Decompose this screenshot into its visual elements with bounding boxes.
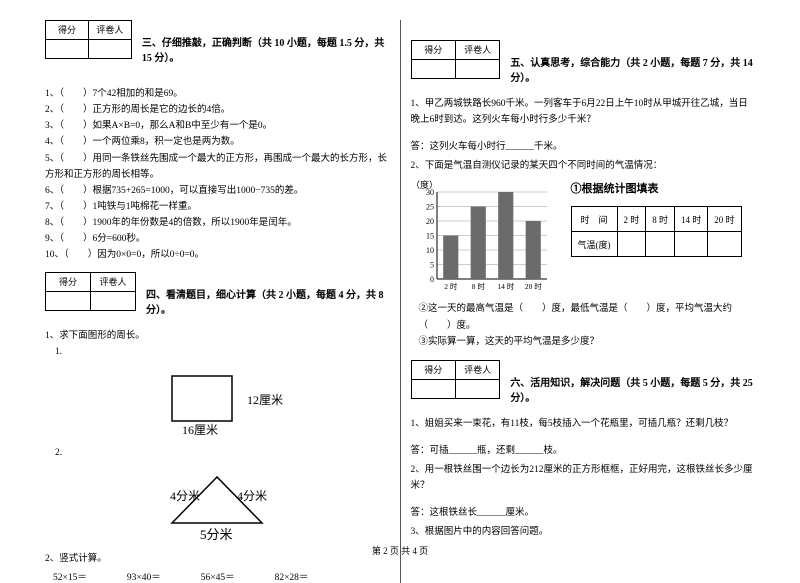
s4-q1: 1、求下面图形的周长。 bbox=[45, 328, 390, 344]
svg-text:5: 5 bbox=[430, 261, 434, 270]
table-col-3: 14 时 bbox=[675, 207, 708, 232]
score-table-4: 得分 评卷人 bbox=[45, 272, 136, 311]
score-table-5: 得分 评卷人 bbox=[411, 40, 501, 79]
table-col-2: 8 时 bbox=[646, 207, 675, 232]
s6-q2: 2、用一根铁丝围一个边长为212厘米的正方形框框，正好用完，这根铁丝长多少厘米？ bbox=[411, 462, 756, 494]
svg-text:30: 30 bbox=[426, 188, 434, 197]
calc-row: 52×15＝ 93×40＝ 56×45＝ 82×28＝ bbox=[53, 569, 390, 583]
calc-4: 82×28＝ bbox=[275, 569, 309, 583]
marker-label-4: 评卷人 bbox=[91, 272, 136, 291]
tri-left-label: 4分米 bbox=[170, 489, 200, 503]
s5-sub3: ③实际算一算，这天的平均气温是多少度？ bbox=[419, 334, 756, 350]
svg-text:20: 20 bbox=[426, 217, 434, 226]
score-table-6: 得分 评卷人 bbox=[411, 360, 501, 399]
marker-label: 评卷人 bbox=[88, 21, 131, 40]
left-column: 得分 评卷人 三、仔细推敲，正确判断（共 10 小题，每题 1.5 分，共 15… bbox=[35, 20, 400, 583]
s3-item-9: 9、（ ）6分=600秒。 bbox=[45, 231, 390, 247]
triangle-figure: 4分米 4分米 5分米 bbox=[45, 467, 390, 545]
s3-item-6: 6、（ ）根据735+265=1000，可以直接写出1000−735的差。 bbox=[45, 183, 390, 199]
s6-q1: 1、姐姐买来一束花，有11枝，每5枝插入一个花瓶里，可插几瓶？还剩几枝？ bbox=[411, 416, 756, 432]
rect-h-label: 12厘米 bbox=[247, 393, 283, 407]
s5-q2: 2、下面是气温自测仪记录的某天四个不同时间的气温情况： bbox=[411, 158, 756, 174]
section6-title: 六、活用知识，解决问题（共 5 小题，每题 5 分，共 25 分）。 bbox=[510, 374, 755, 404]
table-col-1: 2 时 bbox=[617, 207, 646, 232]
score-table: 得分 评卷人 bbox=[45, 20, 132, 59]
svg-text:10: 10 bbox=[426, 246, 434, 255]
s3-item-1: 1、（ ）7个42相加的和是69。 bbox=[45, 86, 390, 102]
chart-right: ①根据统计图填表 时 间 2 时 8 时 14 时 20 时 气温(度) bbox=[571, 180, 742, 257]
score-blank bbox=[46, 40, 89, 59]
svg-text:0: 0 bbox=[430, 275, 434, 284]
svg-text:14 时: 14 时 bbox=[497, 281, 514, 291]
s6-a1: 答：可插______瓶，还剩______枝。 bbox=[411, 442, 756, 456]
section4-title: 四、看清题目，细心计算（共 2 小题，每题 4 分，共 8 分）。 bbox=[146, 286, 389, 316]
calc-1: 52×15＝ bbox=[53, 569, 87, 583]
score-label: 得分 bbox=[46, 21, 89, 40]
svg-text:15: 15 bbox=[426, 232, 434, 241]
table-col-4: 20 时 bbox=[708, 207, 741, 232]
s3-item-3: 3、（ ）如果A×B=0，那么A和B中至少有一个是0。 bbox=[45, 118, 390, 134]
score-box-row-6: 得分 评卷人 六、活用知识，解决问题（共 5 小题，每题 5 分，共 25 分）… bbox=[411, 360, 756, 412]
s4-q1-2: 2. bbox=[45, 445, 390, 461]
svg-text:25: 25 bbox=[426, 203, 434, 212]
rect-svg: 12厘米 16厘米 bbox=[132, 366, 302, 436]
rect-w-label: 16厘米 bbox=[182, 423, 218, 436]
s6-a2: 答：这根铁丝长______厘米。 bbox=[411, 504, 756, 518]
svg-text:8 时: 8 时 bbox=[471, 281, 485, 291]
section5-title: 五、认真思考，综合能力（共 2 小题，每题 7 分，共 14 分）。 bbox=[510, 54, 755, 84]
right-column: 得分 评卷人 五、认真思考，综合能力（共 2 小题，每题 7 分，共 14 分）… bbox=[401, 20, 766, 583]
s3-item-4: 4、（ ）一个两位乘8，积一定也是两为数。 bbox=[45, 134, 390, 150]
s3-item-8: 8、（ ）1900年的年份数是4的倍数，所以1900年是闰年。 bbox=[45, 215, 390, 231]
bar-chart-svg: （度）3025201510502 时8 时14 时20 时 bbox=[411, 180, 551, 295]
score-label-4: 得分 bbox=[46, 272, 91, 291]
s3-item-2: 2、（ ）正方形的周长是它的边长的4倍。 bbox=[45, 102, 390, 118]
s5-q1: 1、甲乙两城铁路长960千米。一列客车于6月22日上午10时从甲城开往乙城，当日… bbox=[411, 96, 756, 128]
rectangle-figure: 12厘米 16厘米 bbox=[45, 366, 390, 439]
score-box-row: 得分 评卷人 三、仔细推敲，正确判断（共 10 小题，每题 1.5 分，共 15… bbox=[45, 20, 390, 72]
s5-a1: 答：这列火车每小时行______千米。 bbox=[411, 138, 756, 152]
s4-q1-1: 1. bbox=[45, 344, 390, 360]
temp-table: 时 间 2 时 8 时 14 时 20 时 气温(度) bbox=[571, 206, 742, 257]
tri-svg: 4分米 4分米 5分米 bbox=[132, 467, 302, 542]
s6-q3: 3、根据图片中的内容回答问题。 bbox=[411, 524, 756, 540]
chart-box: （度）3025201510502 时8 时14 时20 时 ①根据统计图填表 时… bbox=[411, 180, 756, 295]
s3-item-10: 10、（ ）因为0×0=0，所以0÷0=0。 bbox=[45, 247, 390, 263]
s5-sub2: ②这一天的最高气温是（ ）度，最低气温是（ ）度，平均气温大约（ ）度。 bbox=[419, 301, 756, 333]
s3-item-7: 7、（ ）1吨铁与1吨棉花一样重。 bbox=[45, 199, 390, 215]
table-r2-label: 气温(度) bbox=[571, 232, 617, 257]
table-r1-label: 时 间 bbox=[571, 207, 617, 232]
svg-text:20 时: 20 时 bbox=[524, 281, 541, 291]
marker-blank bbox=[88, 40, 131, 59]
tri-bottom-label: 5分米 bbox=[200, 527, 233, 542]
page-footer: 第 2 页 共 4 页 bbox=[0, 544, 800, 557]
chart-title: ①根据统计图填表 bbox=[571, 180, 742, 196]
svg-text:2 时: 2 时 bbox=[444, 281, 458, 291]
section3-title: 三、仔细推敲，正确判断（共 10 小题，每题 1.5 分，共 15 分）。 bbox=[142, 34, 390, 64]
calc-3: 56×45＝ bbox=[201, 569, 235, 583]
score-box-row-5: 得分 评卷人 五、认真思考，综合能力（共 2 小题，每题 7 分，共 14 分）… bbox=[411, 40, 756, 92]
score-box-row-4: 得分 评卷人 四、看清题目，细心计算（共 2 小题，每题 4 分，共 8 分）。 bbox=[45, 272, 390, 324]
calc-2: 93×40＝ bbox=[127, 569, 161, 583]
tri-right-label: 4分米 bbox=[237, 489, 267, 503]
columns: 得分 评卷人 三、仔细推敲，正确判断（共 10 小题，每题 1.5 分，共 15… bbox=[0, 0, 800, 583]
s3-item-5: 5、（ ）用同一条铁丝先围成一个最大的正方形，再围成一个最大的长方形，长方形和正… bbox=[45, 151, 390, 183]
page: 得分 评卷人 三、仔细推敲，正确判断（共 10 小题，每题 1.5 分，共 15… bbox=[0, 0, 800, 565]
